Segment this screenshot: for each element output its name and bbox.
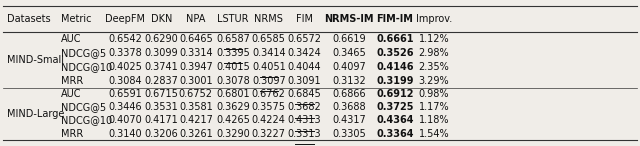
Text: 0.4044: 0.4044	[288, 62, 321, 72]
Text: 0.3132: 0.3132	[332, 76, 365, 86]
Text: FIM: FIM	[296, 14, 313, 24]
Text: 0.3575: 0.3575	[252, 102, 286, 112]
Text: 0.3688: 0.3688	[332, 102, 365, 112]
Text: 0.6762: 0.6762	[252, 89, 285, 99]
Text: DKN: DKN	[150, 14, 172, 24]
Text: 1.17%: 1.17%	[419, 102, 449, 112]
Text: 1.12%: 1.12%	[419, 34, 449, 44]
Text: NRMS: NRMS	[254, 14, 284, 24]
Text: 0.3465: 0.3465	[332, 48, 365, 58]
Text: 0.3097: 0.3097	[252, 76, 285, 86]
Text: 0.3378: 0.3378	[109, 48, 142, 58]
Text: LSTUR: LSTUR	[217, 14, 249, 24]
Text: 0.4364: 0.4364	[376, 115, 413, 125]
Text: 0.3001: 0.3001	[179, 76, 212, 86]
Text: 0.3531: 0.3531	[145, 102, 178, 112]
Text: 0.3446: 0.3446	[109, 102, 142, 112]
Text: 0.3206: 0.3206	[145, 129, 178, 139]
Text: 0.6801: 0.6801	[216, 89, 250, 99]
Text: 0.3290: 0.3290	[216, 129, 250, 139]
Text: 0.6290: 0.6290	[145, 34, 178, 44]
Text: 0.6715: 0.6715	[145, 89, 178, 99]
Text: 0.6845: 0.6845	[288, 89, 321, 99]
Text: 0.3091: 0.3091	[288, 76, 321, 86]
Text: 0.6591: 0.6591	[109, 89, 142, 99]
Text: 0.4317: 0.4317	[332, 115, 365, 125]
Text: AUC: AUC	[61, 34, 81, 44]
Text: 0.6752: 0.6752	[179, 89, 213, 99]
Text: 0.6542: 0.6542	[109, 34, 142, 44]
Text: 0.3313: 0.3313	[288, 129, 321, 139]
Text: 0.3140: 0.3140	[109, 129, 142, 139]
Text: DeepFM: DeepFM	[106, 14, 145, 24]
Text: Metric: Metric	[61, 14, 92, 24]
Text: MIND-Small: MIND-Small	[7, 55, 64, 65]
Text: FIM-IM: FIM-IM	[376, 14, 413, 24]
Text: 0.3305: 0.3305	[332, 129, 365, 139]
Text: 0.4025: 0.4025	[109, 62, 142, 72]
Text: 0.6585: 0.6585	[252, 34, 285, 44]
Text: 0.4171: 0.4171	[145, 115, 178, 125]
Text: 0.4224: 0.4224	[252, 115, 285, 125]
Text: NDCG@5: NDCG@5	[61, 102, 106, 112]
Text: 0.6619: 0.6619	[332, 34, 365, 44]
Text: 0.2837: 0.2837	[145, 76, 178, 86]
Text: 0.4051: 0.4051	[252, 62, 285, 72]
Text: 0.3741: 0.3741	[145, 62, 178, 72]
Text: 0.3947: 0.3947	[179, 62, 212, 72]
Text: 0.3364: 0.3364	[376, 129, 413, 139]
Text: 0.3261: 0.3261	[179, 129, 212, 139]
Text: 0.6587: 0.6587	[216, 34, 250, 44]
Text: Datasets: Datasets	[7, 14, 51, 24]
Text: 0.3581: 0.3581	[179, 102, 212, 112]
Text: 3.29%: 3.29%	[419, 76, 449, 86]
Text: 0.6866: 0.6866	[332, 89, 365, 99]
Text: 0.3199: 0.3199	[376, 76, 413, 86]
Text: 0.3395: 0.3395	[216, 48, 250, 58]
Text: 0.6912: 0.6912	[376, 89, 413, 99]
Text: 0.3078: 0.3078	[216, 76, 250, 86]
Text: 0.3629: 0.3629	[216, 102, 250, 112]
Text: 0.4265: 0.4265	[216, 115, 250, 125]
Text: 0.98%: 0.98%	[419, 89, 449, 99]
Text: 0.4015: 0.4015	[216, 62, 250, 72]
Text: 0.3682: 0.3682	[288, 102, 321, 112]
Text: NDCG@10: NDCG@10	[61, 62, 112, 72]
Text: 0.3099: 0.3099	[145, 48, 178, 58]
Text: 0.4097: 0.4097	[332, 62, 365, 72]
Text: 0.4070: 0.4070	[109, 115, 142, 125]
Text: 1.54%: 1.54%	[419, 129, 449, 139]
Text: 0.6572: 0.6572	[287, 34, 322, 44]
Text: NRMS-IM: NRMS-IM	[324, 14, 374, 24]
Text: MRR: MRR	[61, 76, 83, 86]
Text: 0.3314: 0.3314	[179, 48, 212, 58]
Text: Improv.: Improv.	[416, 14, 452, 24]
Text: 0.3227: 0.3227	[252, 129, 286, 139]
Text: NDCG@5: NDCG@5	[61, 48, 106, 58]
Text: MIND-Large: MIND-Large	[7, 109, 65, 119]
Text: 1.18%: 1.18%	[419, 115, 449, 125]
Text: NDCG@10: NDCG@10	[61, 115, 112, 125]
Text: 0.3424: 0.3424	[288, 48, 321, 58]
Text: 2.35%: 2.35%	[419, 62, 449, 72]
Text: 0.6661: 0.6661	[376, 34, 413, 44]
Text: 0.4217: 0.4217	[179, 115, 212, 125]
Text: MRR: MRR	[61, 129, 83, 139]
Text: 0.3084: 0.3084	[109, 76, 142, 86]
Text: AUC: AUC	[61, 89, 81, 99]
Text: 0.3725: 0.3725	[376, 102, 413, 112]
Text: 0.4313: 0.4313	[288, 115, 321, 125]
Text: 0.3526: 0.3526	[376, 48, 413, 58]
Text: 0.3414: 0.3414	[252, 48, 285, 58]
Text: 0.6465: 0.6465	[179, 34, 212, 44]
Text: 2.98%: 2.98%	[419, 48, 449, 58]
Text: 0.4146: 0.4146	[376, 62, 413, 72]
Text: NPA: NPA	[186, 14, 205, 24]
